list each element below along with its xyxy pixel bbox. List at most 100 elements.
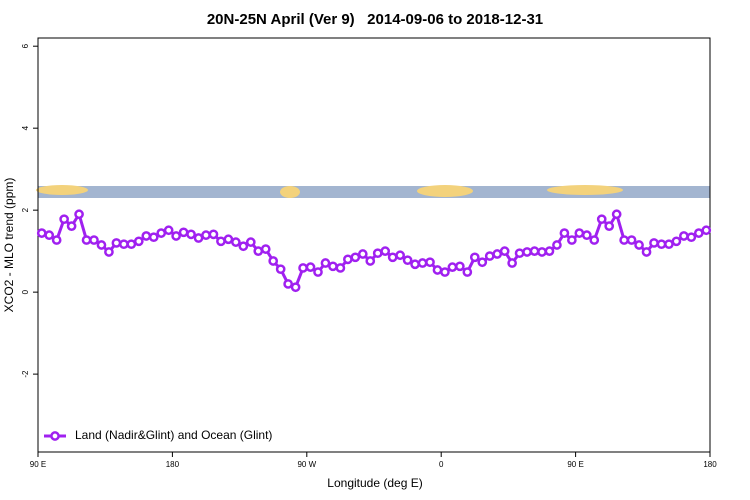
data-point: [440, 267, 450, 277]
legend-label: Land (Nadir&Glint) and Ocean (Glint): [75, 428, 272, 442]
data-point: [298, 263, 308, 273]
data-point: [701, 225, 712, 236]
data-point: [469, 252, 480, 263]
data-point: [507, 258, 517, 268]
data-point: [320, 258, 331, 268]
map-land: [280, 186, 300, 198]
data-point: [268, 256, 279, 266]
data-point: [36, 228, 47, 238]
data-point: [693, 228, 704, 238]
data-point: [141, 231, 152, 241]
data-point: [335, 263, 346, 273]
data-point: [484, 251, 495, 261]
data-point: [290, 282, 301, 293]
x-tick-label: 90 E: [567, 460, 583, 469]
data-point: [208, 229, 219, 240]
map-strip: [36, 185, 710, 198]
data-point: [59, 214, 69, 225]
data-point: [171, 231, 181, 241]
data-point: [163, 225, 174, 236]
data-point: [432, 265, 443, 275]
data-point: [238, 241, 249, 252]
data-point: [395, 250, 405, 261]
data-point: [387, 252, 398, 263]
data-point: [66, 221, 77, 231]
data-point: [626, 235, 637, 245]
data-point: [305, 262, 316, 272]
data-point: [328, 261, 338, 272]
data-point: [604, 221, 615, 231]
data-point: [380, 246, 391, 256]
chart-title: 20N-25N April (Ver 9) 2014-09-06 to 2018…: [207, 11, 543, 28]
data-point: [529, 246, 540, 256]
data-point: [201, 230, 211, 241]
data-point: [552, 240, 562, 250]
y-tick-label: 6: [21, 43, 30, 48]
data-point: [656, 239, 667, 250]
data-point: [148, 232, 159, 243]
data-point: [686, 232, 697, 243]
data-point: [544, 246, 555, 256]
data-point: [126, 239, 137, 250]
data-point: [664, 239, 674, 250]
data-point: [462, 267, 473, 277]
data-point: [611, 209, 622, 220]
data-point: [283, 279, 293, 289]
data-point: [671, 236, 682, 247]
data-point: [425, 257, 435, 268]
data-point: [641, 247, 652, 257]
data-point: [634, 240, 644, 250]
map-land: [36, 185, 88, 195]
data-point: [567, 235, 577, 245]
x-axis-label: Longitude (deg E): [327, 476, 422, 490]
data-point: [402, 255, 413, 266]
data-point: [649, 238, 659, 248]
data-point: [313, 267, 323, 277]
data-point: [522, 247, 532, 257]
data-point: [186, 229, 196, 240]
data-point: [133, 236, 144, 247]
data-point: [245, 237, 256, 247]
data-point: [455, 261, 465, 272]
data-point: [596, 214, 607, 225]
y-axis-label: XCO2 - MLO trend (ppm): [2, 178, 16, 313]
data-point: [357, 249, 368, 259]
x-tick-label: 90 E: [30, 460, 46, 469]
data-point: [343, 254, 353, 265]
data-point: [253, 246, 264, 256]
data-point: [193, 233, 204, 243]
data-point: [51, 235, 62, 245]
data-point: [365, 256, 376, 266]
legend-marker: [50, 431, 60, 441]
data-point: [350, 252, 361, 263]
data-point: [499, 246, 510, 256]
map-land: [417, 185, 473, 197]
map-land: [547, 185, 623, 195]
data-point: [119, 239, 129, 250]
data-point: [81, 235, 92, 245]
data-point: [492, 249, 503, 259]
data-point: [477, 257, 488, 268]
data-point: [231, 237, 241, 247]
data-point: [417, 258, 428, 268]
data-point: [111, 238, 122, 248]
y-tick-label: 0: [21, 289, 30, 294]
data-point: [178, 227, 189, 238]
data-point: [223, 234, 234, 245]
data-point: [581, 230, 592, 241]
data-point: [260, 244, 271, 254]
data-point: [372, 248, 383, 259]
data-point: [514, 248, 525, 259]
x-tick-label: 90 W: [297, 460, 316, 469]
x-tick-label: 0: [439, 460, 444, 469]
y-tick-label: -2: [21, 370, 30, 378]
data-point: [89, 235, 99, 245]
data-point: [410, 259, 420, 270]
data-point: [156, 228, 167, 238]
data-point: [574, 228, 585, 238]
data-point: [216, 236, 226, 247]
y-tick-label: 2: [21, 207, 30, 212]
data-point: [589, 235, 600, 245]
data-point: [537, 247, 547, 257]
